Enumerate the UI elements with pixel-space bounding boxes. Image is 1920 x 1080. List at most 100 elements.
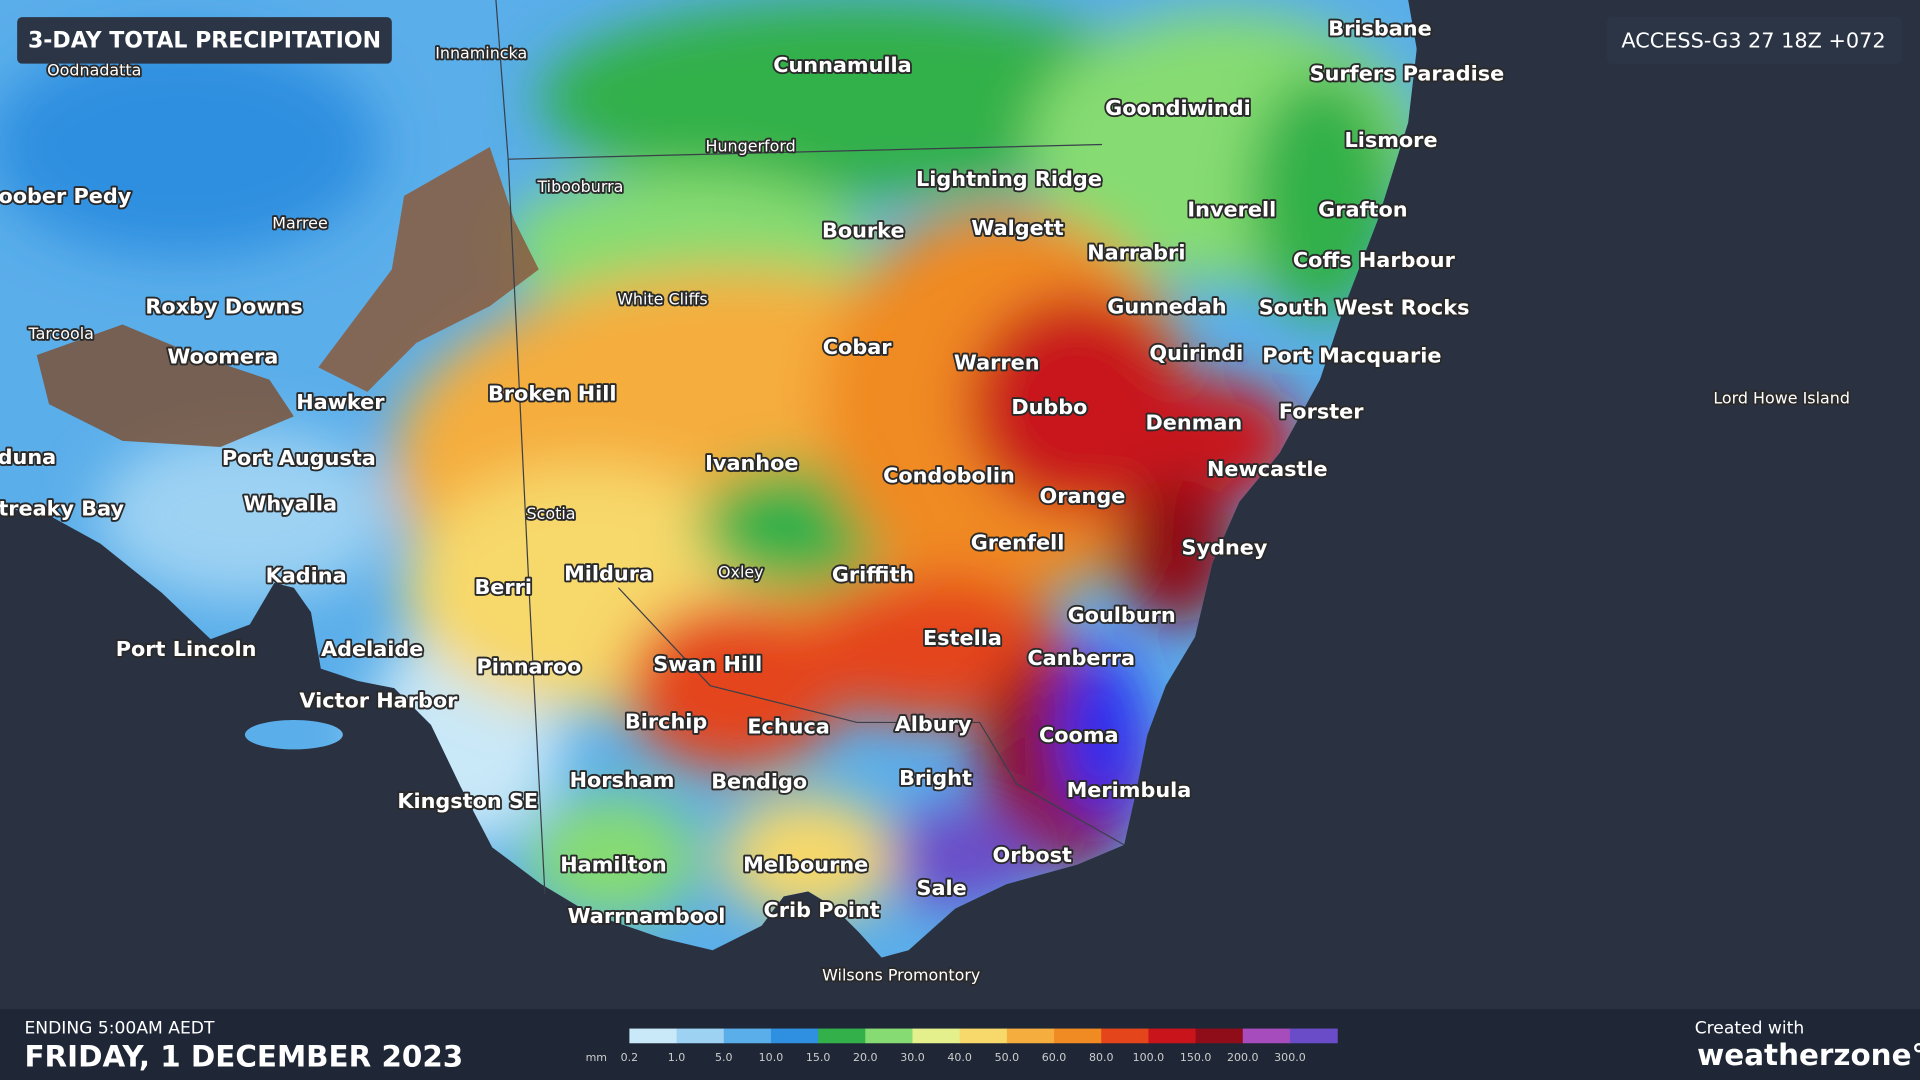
place-label: Hawker [296,390,385,414]
place-label: Bourke [822,218,905,242]
place-label: duna [0,445,56,469]
place-label: Albury [895,712,972,736]
place-label: Gunnedah [1107,294,1226,318]
place-label: Estella [923,626,1002,650]
model-label: ACCESS-G3 27 18Z +072 [1621,29,1885,53]
place-label: Bendigo [711,769,807,793]
model-box [1606,17,1902,64]
legend-label: 30.0 [900,1051,925,1064]
legend-swatch [912,1028,961,1044]
place-label: Innamincka [435,43,527,62]
legend-label: 15.0 [806,1051,831,1064]
legend-swatch [1006,1028,1055,1044]
legend-label: 50.0 [995,1051,1020,1064]
legend-swatch [770,1028,819,1044]
map-title: 3-DAY TOTAL PRECIPITATION [28,29,381,54]
place-label: Broken Hill [488,381,617,405]
place-label: treaky Bay [0,496,125,520]
place-label: Denman [1146,411,1243,435]
place-label: Orbost [993,843,1072,867]
place-label: Mildura [564,561,653,585]
date-label: FRIDAY, 1 DECEMBER 2023 [24,1039,463,1073]
legend-label: 0.2 [621,1051,639,1064]
place-label: Newcastle [1207,457,1328,481]
place-label: Condobolin [883,463,1015,487]
borders [495,0,1125,894]
place-label: Swan Hill [653,652,762,676]
place-label: Berri [474,575,532,599]
place-label: Coffs Harbour [1293,248,1456,272]
title-box [17,17,392,64]
place-label: Walgett [971,216,1063,240]
place-label: Lightning Ridge [916,167,1102,191]
place-label: Griffith [832,563,914,587]
place-label: Hamilton [560,853,666,877]
place-label: Inverell [1187,198,1276,222]
place-label: Lord Howe Island [1713,389,1850,408]
place-label: Scotia [527,504,576,523]
legend-label: 10.0 [759,1051,784,1064]
place-label: Lismore [1344,128,1437,152]
place-label: Melbourne [743,853,868,877]
legend-label: 5.0 [715,1051,733,1064]
place-label: Crib Point [764,898,880,922]
place-label: Merimbula [1067,778,1192,802]
place-label: oober Pedy [0,184,132,208]
place-label: White Cliffs [617,290,708,309]
place-label: Oxley [718,563,764,582]
place-label: Oodnadatta [47,61,141,80]
place-label: Dubbo [1011,395,1087,419]
legend-label: 40.0 [947,1051,972,1064]
place-label: Orange [1040,484,1126,508]
place-label: Brisbane [1328,16,1431,40]
legend-label: 100.0 [1133,1051,1165,1064]
legend-label: 300.0 [1274,1051,1306,1064]
place-labels: Cunnamulla Brisbane Surfers Paradise Goondi… [0,15,1852,987]
place-label: Canberra [1027,646,1135,670]
place-label: Surfers Paradise [1310,62,1505,86]
place-label: Tarcoola [28,324,94,343]
place-label: Horsham [570,768,675,792]
place-label: Cunnamulla [773,53,911,77]
place-label: Narrabri [1087,240,1185,264]
legend-swatch [818,1028,866,1044]
place-label: Victor Harbor [299,689,458,713]
place-label: Sale [917,876,967,900]
place-label: Cobar [823,335,892,359]
footer-bar [0,1008,1920,1080]
place-label: Cooma [1039,723,1119,747]
legend-label: 150.0 [1180,1051,1212,1064]
legend-swatch [1289,1028,1338,1044]
place-label: Marree [272,214,328,233]
credit-label: Created with [1695,1019,1805,1039]
place-label: South West Rocks [1259,296,1470,320]
legend-unit: mm [586,1051,607,1064]
legend-label: 60.0 [1042,1051,1067,1064]
place-label: Grenfell [971,531,1065,555]
place-label: Hungerford [705,136,795,155]
legend-swatch [1054,1028,1102,1044]
place-label: Goulburn [1068,603,1176,627]
place-label: Kadina [266,564,347,588]
place-label: Kingston SE [397,789,538,813]
place-label: Warrnambool [568,904,726,928]
place-label: Pinnaroo [477,654,582,678]
place-label: Sydney [1182,536,1268,560]
place-label: Woomera [167,345,278,369]
legend-swatch [1242,1028,1291,1044]
place-label: Tibooburra [536,177,623,196]
place-label: Grafton [1318,198,1407,222]
legend-swatch [1148,1028,1197,1044]
ending-label: ENDING 5:00AM AEDT [24,1019,215,1039]
legend-swatch [676,1028,725,1044]
place-label: Port Augusta [222,446,376,470]
place-label: Bright [899,766,972,790]
legend-swatch [865,1028,914,1044]
legend: 0.2 1.0 5.0 10.0 15.0 20.0 30.0 40.0 50.0 60.0 80.… [621,1028,1338,1064]
brand-logo: weatherzone° [1697,1038,1920,1072]
place-label: Ivanhoe [705,451,798,475]
place-label: Port Macquarie [1262,343,1441,367]
place-label: Forster [1279,400,1364,424]
